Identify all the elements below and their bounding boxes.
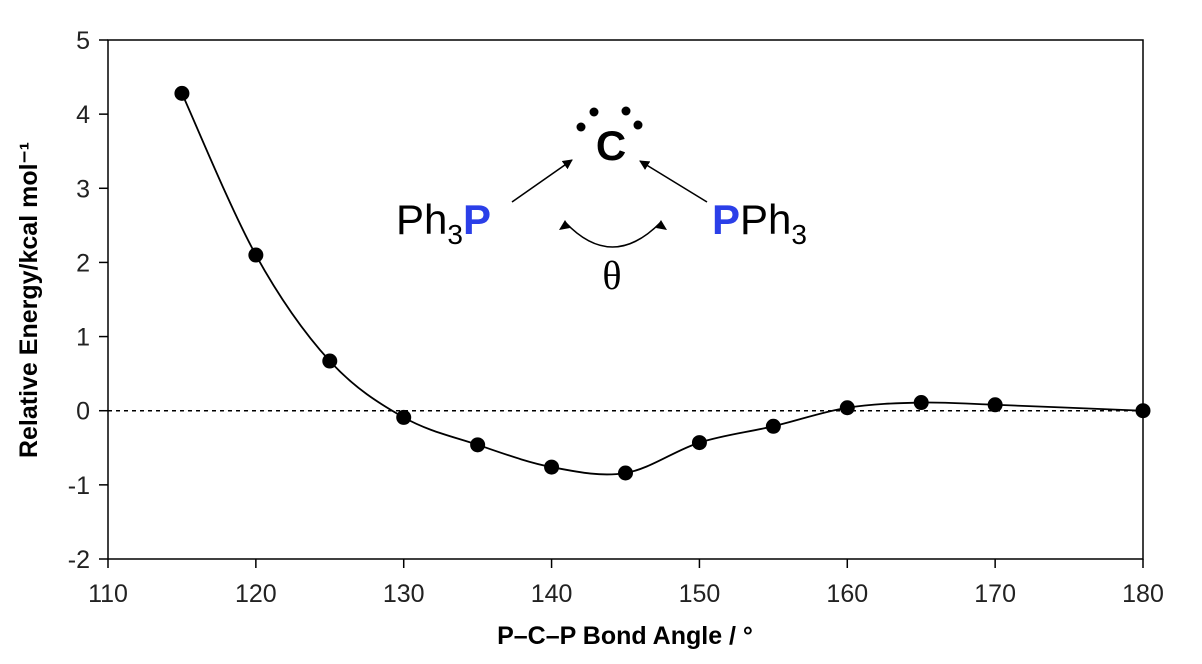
data-points [174, 85, 1151, 481]
data-point [544, 459, 560, 475]
y-tick-label: 0 [76, 398, 90, 426]
lone-pair-dot [621, 106, 631, 116]
data-point [322, 353, 338, 369]
data-point [1135, 403, 1151, 419]
data-point [765, 418, 781, 434]
x-axis-title: P–C–P Bond Angle / ° [497, 622, 753, 650]
x-tick-label: 160 [826, 580, 868, 608]
lone-pair-dot [589, 107, 599, 117]
x-tick-label: 180 [1122, 580, 1164, 608]
angle-arrowhead-left [559, 220, 570, 230]
y-axis-title: Relative Energy/kcal mol⁻¹ [15, 142, 43, 458]
fit-curve [181, 93, 1144, 476]
y-tick-label: -2 [68, 546, 90, 574]
y-tick-label: -1 [68, 472, 90, 500]
x-axis: 110 120 130 140 150 160 170 180 [88, 559, 1164, 608]
carbon-atom-label: C [596, 122, 626, 169]
data-point [691, 435, 707, 451]
lone-pair-dot [633, 120, 643, 130]
right-dative-bond-arrow [639, 160, 708, 203]
right-ligand-label: PPh3 [712, 196, 807, 250]
data-point [618, 465, 633, 481]
y-tick-label: 4 [76, 101, 90, 129]
angle-theta-label: θ [602, 253, 621, 298]
data-point [248, 247, 264, 263]
y-tick-label: 3 [76, 175, 90, 203]
left-ligand-label: Ph3P [396, 196, 491, 250]
data-point [913, 395, 929, 411]
y-axis: 5 4 3 2 1 0 -1 -2 [68, 27, 108, 574]
angle-arrowhead-right [656, 220, 667, 230]
lone-pair-dot [576, 122, 586, 132]
x-tick-label: 150 [679, 580, 721, 608]
molecule-inset: C Ph3P PPh3 θ [396, 106, 807, 298]
angle-arc [564, 221, 662, 248]
y-tick-label: 5 [76, 27, 90, 55]
x-tick-label: 120 [235, 580, 277, 608]
x-tick-label: 110 [88, 580, 128, 608]
y-tick-label: 2 [76, 249, 90, 277]
data-point [470, 437, 486, 453]
x-tick-label: 170 [974, 580, 1016, 608]
data-point [174, 85, 190, 101]
data-point [987, 397, 1003, 413]
x-tick-label: 130 [383, 580, 425, 608]
data-point [839, 400, 855, 416]
y-tick-label: 1 [76, 324, 90, 352]
plot-frame [107, 39, 1144, 560]
x-tick-label: 140 [531, 580, 573, 608]
left-dative-bond-arrow [511, 159, 573, 203]
data-point [396, 409, 412, 425]
